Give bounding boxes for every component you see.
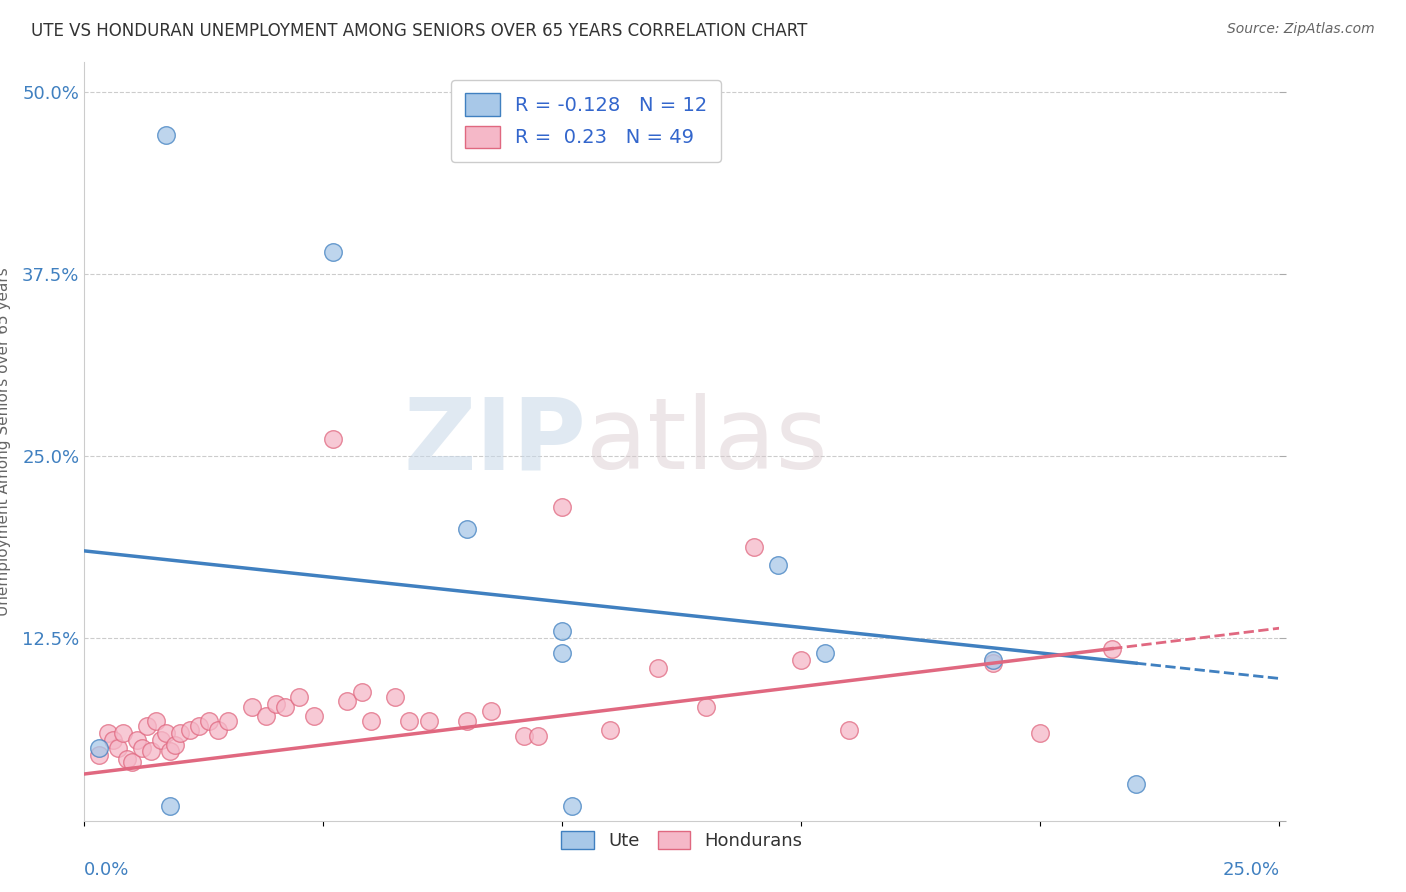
Point xyxy=(513,729,536,743)
Point xyxy=(322,432,344,446)
Point xyxy=(742,540,765,554)
Point xyxy=(217,714,239,729)
Text: UTE VS HONDURAN UNEMPLOYMENT AMONG SENIORS OVER 65 YEARS CORRELATION CHART: UTE VS HONDURAN UNEMPLOYMENT AMONG SENIO… xyxy=(31,22,807,40)
Point xyxy=(398,714,420,729)
Point xyxy=(87,740,110,755)
Point xyxy=(254,708,277,723)
Point xyxy=(155,726,177,740)
Point xyxy=(165,738,187,752)
Point xyxy=(551,646,574,660)
Point xyxy=(790,653,813,667)
Point xyxy=(107,740,129,755)
Point xyxy=(981,653,1004,667)
Point xyxy=(135,719,157,733)
Point xyxy=(145,714,167,729)
Point xyxy=(159,799,181,814)
Point xyxy=(1101,641,1123,656)
Point xyxy=(766,558,789,573)
Point xyxy=(302,708,325,723)
Point xyxy=(159,744,181,758)
Point xyxy=(527,729,550,743)
Text: 0.0%: 0.0% xyxy=(84,862,129,880)
Point xyxy=(456,522,478,536)
Point xyxy=(188,719,211,733)
Y-axis label: Unemployment Among Seniors over 65 years: Unemployment Among Seniors over 65 years xyxy=(0,268,11,615)
Point xyxy=(695,699,717,714)
Point xyxy=(418,714,440,729)
Point xyxy=(155,128,177,143)
Point xyxy=(274,699,297,714)
Point xyxy=(1029,726,1052,740)
Point xyxy=(814,646,837,660)
Text: Source: ZipAtlas.com: Source: ZipAtlas.com xyxy=(1227,22,1375,37)
Point xyxy=(551,624,574,639)
Point xyxy=(981,656,1004,670)
Point xyxy=(350,685,373,699)
Point xyxy=(179,723,201,738)
Point xyxy=(1125,777,1147,791)
Point xyxy=(197,714,219,729)
Text: 25.0%: 25.0% xyxy=(1222,862,1279,880)
Point xyxy=(87,747,110,762)
Point xyxy=(97,726,120,740)
Point xyxy=(125,733,148,747)
Legend: Ute, Hondurans: Ute, Hondurans xyxy=(554,823,810,857)
Point xyxy=(322,244,344,259)
Point xyxy=(561,799,583,814)
Point xyxy=(336,694,359,708)
Point xyxy=(456,714,478,729)
Point xyxy=(207,723,229,738)
Point xyxy=(101,733,124,747)
Point xyxy=(288,690,311,704)
Point xyxy=(647,660,669,674)
Point xyxy=(169,726,191,740)
Point xyxy=(121,756,143,770)
Point xyxy=(240,699,263,714)
Point xyxy=(384,690,406,704)
Point xyxy=(360,714,382,729)
Text: ZIP: ZIP xyxy=(404,393,586,490)
Point xyxy=(149,733,172,747)
Point xyxy=(838,723,860,738)
Point xyxy=(264,697,287,711)
Text: atlas: atlas xyxy=(586,393,828,490)
Point xyxy=(117,752,139,766)
Point xyxy=(551,500,574,515)
Point xyxy=(479,704,502,718)
Point xyxy=(111,726,134,740)
Point xyxy=(131,740,153,755)
Point xyxy=(599,723,621,738)
Point xyxy=(141,744,163,758)
